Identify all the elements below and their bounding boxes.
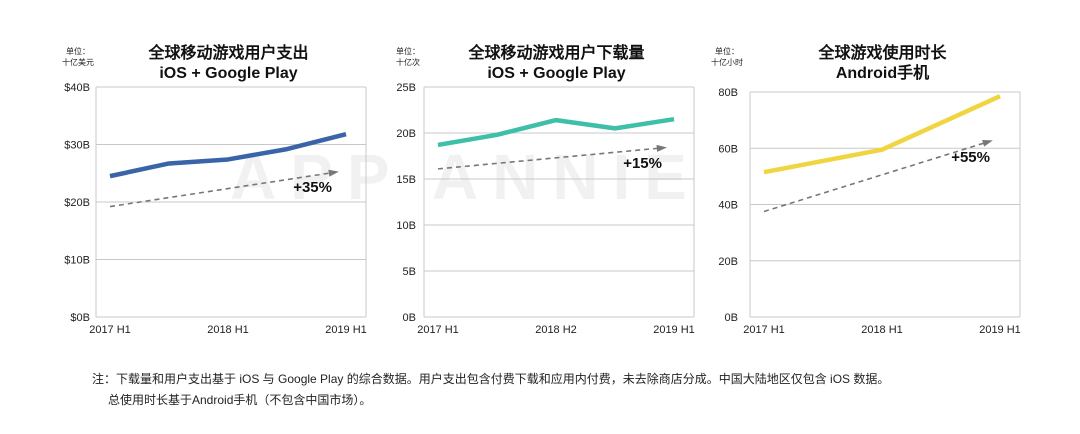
- y-tick-label: $10B: [64, 255, 90, 267]
- y-tick-label: 80B: [718, 87, 738, 99]
- trend-line: [437, 146, 665, 170]
- y-tick-label: 5B: [403, 266, 416, 278]
- y-tick-label: 60B: [718, 143, 738, 155]
- unit-label: 单位： 十亿小时: [711, 47, 743, 67]
- unit-label: 单位： 十亿美元: [62, 47, 94, 67]
- x-tick-label: 2018 H1: [861, 324, 903, 336]
- y-tick-label: 15B: [396, 174, 416, 186]
- y-tick-label: 0B: [403, 312, 416, 324]
- y-tick-label: 40B: [718, 200, 738, 212]
- growth-label: +55%: [951, 149, 990, 166]
- x-tick-label: 2017 H1: [417, 324, 459, 336]
- chart-title: 全球移动游戏用户下载量 iOS + Google Play: [468, 45, 645, 82]
- x-tick-label: 2017 H1: [743, 324, 785, 336]
- chart-title: 全球移动游戏用户支出 iOS + Google Play: [148, 45, 309, 82]
- trend-line: [109, 171, 337, 208]
- growth-label: +15%: [623, 155, 662, 172]
- x-tick-label: 2019 H1: [325, 324, 367, 336]
- footnote-line-2: 总使用时长基于Android手机（不包含中国市场）。: [108, 393, 372, 407]
- y-tick-label: 10B: [396, 220, 416, 232]
- x-tick-label: 2019 H1: [979, 324, 1021, 336]
- trend-line: [763, 140, 991, 213]
- y-tick-label: $20B: [64, 197, 90, 209]
- footnote-line-1: 注：下载量和用户支出基于 iOS 与 Google Play 的综合数据。用户支…: [92, 372, 890, 386]
- trend-arrowhead: [982, 140, 993, 147]
- unit-label: 单位： 十亿次: [396, 47, 420, 67]
- y-tick-label: $0B: [70, 312, 90, 324]
- y-tick-label: 0B: [725, 312, 738, 324]
- trend-arrowhead: [328, 169, 339, 177]
- x-tick-label: 2017 H1: [89, 324, 131, 336]
- x-tick-label: 2018 H1: [207, 324, 249, 336]
- growth-label: +35%: [293, 179, 332, 196]
- y-tick-label: 20B: [718, 256, 738, 268]
- y-tick-label: 20B: [396, 128, 416, 140]
- trend-arrowhead: [656, 144, 667, 152]
- y-tick-label: $40B: [64, 82, 90, 94]
- chart-title: 全球游戏使用时长 Android手机: [818, 45, 947, 82]
- y-tick-label: $30B: [64, 140, 90, 152]
- y-tick-label: 25B: [396, 82, 416, 94]
- x-tick-label: 2018 H2: [535, 324, 577, 336]
- x-tick-label: 2019 H1: [653, 324, 695, 336]
